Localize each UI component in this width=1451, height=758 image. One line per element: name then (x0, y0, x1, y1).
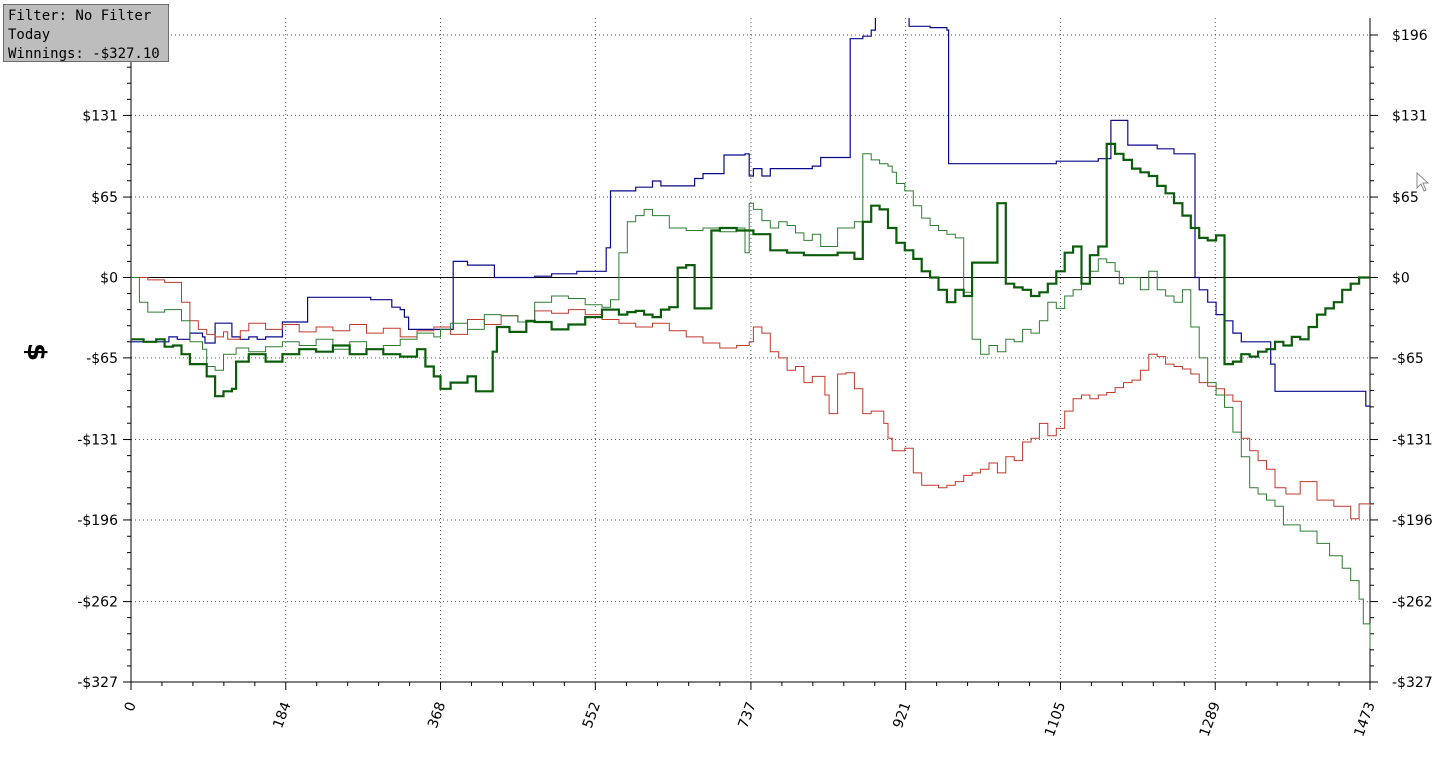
y-tick-label-left: -$262 (77, 595, 118, 611)
period-label: Today (8, 27, 51, 43)
x-tick-label: 552 (580, 700, 604, 731)
winnings-label: Winnings: -$327.10 (8, 46, 160, 62)
y-tick-label-right: -$131 (1392, 433, 1433, 449)
x-tick-label: 737 (736, 700, 760, 731)
y-tick-label-left: -$196 (77, 513, 118, 529)
y-tick-label-left: $0 (100, 270, 118, 286)
x-tick-label: 368 (425, 700, 449, 731)
y-tick-label-left: -$327 (77, 675, 118, 691)
y-tick-label-right: $0 (1392, 270, 1410, 286)
series-line-3 (131, 153, 1371, 649)
y-tick-label-right: -$327 (1392, 675, 1433, 691)
y-tick-label-right: -$65 (1392, 351, 1424, 367)
y-tick-label-left: $65 (91, 190, 118, 206)
tick-labels: $196$196$131$131$65$65$0$0-$65-$65-$131-… (77, 28, 1432, 739)
info-box: Filter: No Filter Today Winnings: -$327.… (3, 4, 169, 62)
y-tick-label-right: $196 (1392, 28, 1428, 44)
x-tick-label: 0 (122, 700, 140, 714)
series-lines (131, 18, 1371, 649)
y-tick-label-right: -$262 (1392, 595, 1433, 611)
x-tick-label: 184 (270, 700, 294, 731)
y-tick-label-left: $131 (82, 108, 118, 124)
y-tick-label-right: $65 (1392, 190, 1419, 206)
y-tick-label-left: -$131 (77, 433, 118, 449)
y-axis-title: $ (21, 343, 51, 361)
series-line-2 (131, 277, 1371, 520)
x-tick-label: 1289 (1197, 700, 1224, 739)
grid-lines (131, 18, 1370, 682)
y-tick-label-left: -$65 (86, 351, 118, 367)
x-tick-label: 921 (890, 700, 914, 731)
y-tick-label-right: -$196 (1392, 513, 1433, 529)
series-line-4 (131, 142, 1370, 398)
x-tick-label: 1473 (1352, 700, 1379, 739)
filter-label: Filter: No Filter (8, 8, 152, 24)
mouse-cursor-icon (1416, 172, 1430, 192)
x-tick-label: 1105 (1042, 700, 1069, 739)
y-tick-label-right: $131 (1392, 108, 1428, 124)
